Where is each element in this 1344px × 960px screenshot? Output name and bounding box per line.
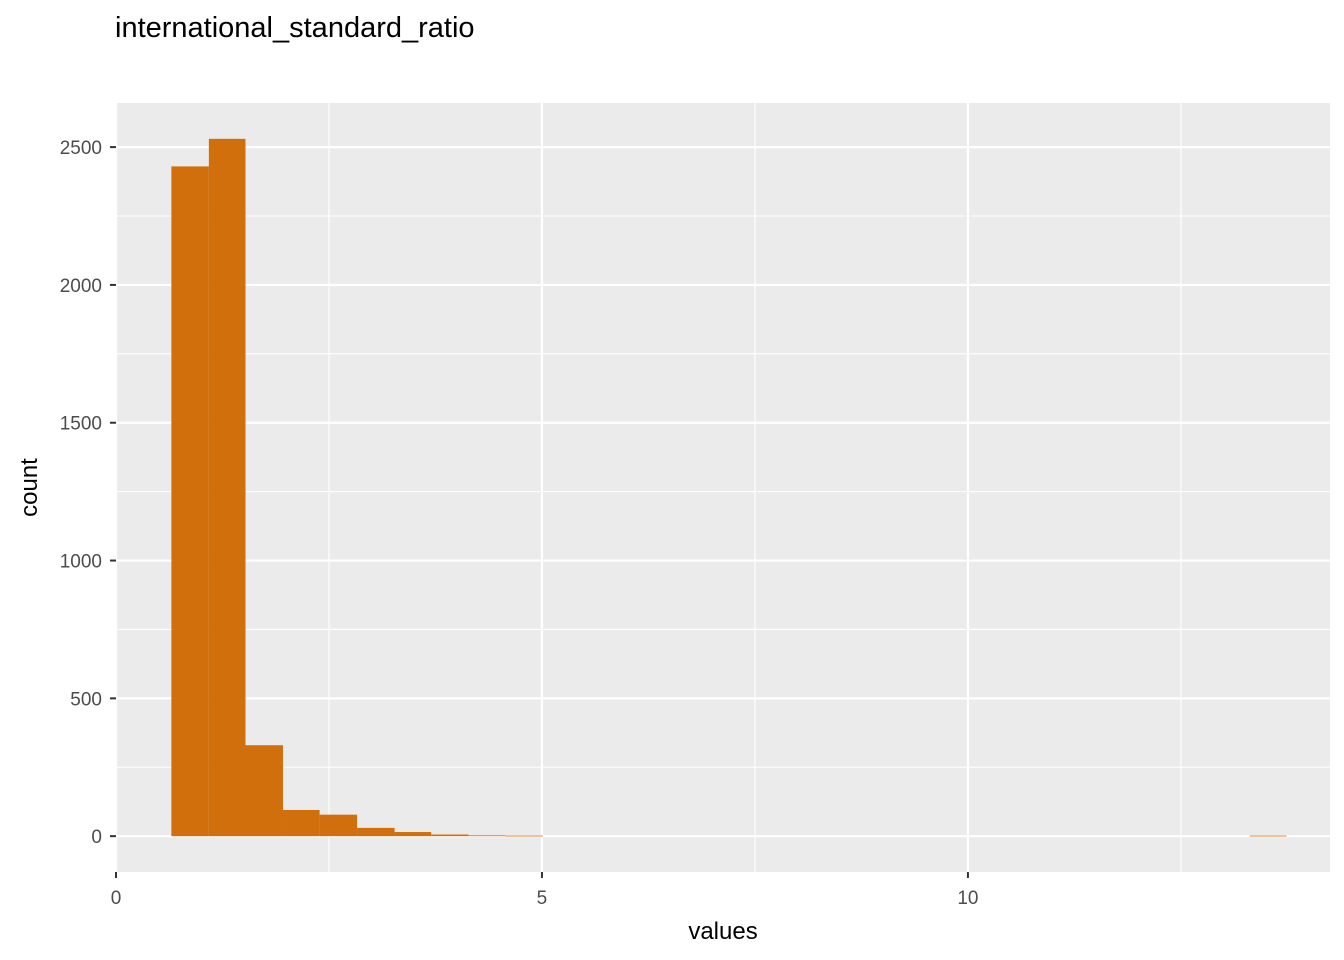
histogram-bar [468, 835, 506, 837]
histogram-bar [1249, 835, 1287, 837]
y-tick-label: 1500 [60, 414, 102, 435]
x-tick-label: 10 [957, 888, 978, 909]
y-tick-label: 2500 [60, 138, 102, 159]
histogram-bar [431, 834, 469, 837]
histogram-bar [505, 835, 543, 837]
histogram-bar [357, 827, 395, 837]
axis-tick-labels: 0 5 10 0 500 1000 1500 2000 2500 [60, 138, 979, 909]
histogram-bars [171, 138, 1287, 837]
y-tick-label: 500 [70, 689, 102, 710]
histogram-bar [245, 745, 283, 837]
x-tick-label: 5 [537, 888, 548, 909]
plot-panel [116, 103, 1330, 872]
y-tick-label: 0 [91, 827, 102, 848]
histogram-bar [394, 832, 432, 837]
axis-ticks [110, 146, 969, 878]
histogram-bar [208, 138, 246, 837]
y-tick-label: 2000 [60, 276, 102, 297]
y-axis-title: count [16, 458, 43, 517]
major-gridlines [114, 103, 1330, 872]
x-axis-title: values [688, 918, 757, 945]
histogram-bar [319, 814, 358, 837]
minor-gridlines [116, 103, 1330, 872]
histogram-bar [282, 809, 320, 837]
x-tick-label: 0 [111, 888, 122, 909]
chart-title: international_standard_ratio [115, 12, 475, 44]
y-tick-label: 1000 [60, 552, 102, 573]
histogram-bar [171, 166, 209, 837]
